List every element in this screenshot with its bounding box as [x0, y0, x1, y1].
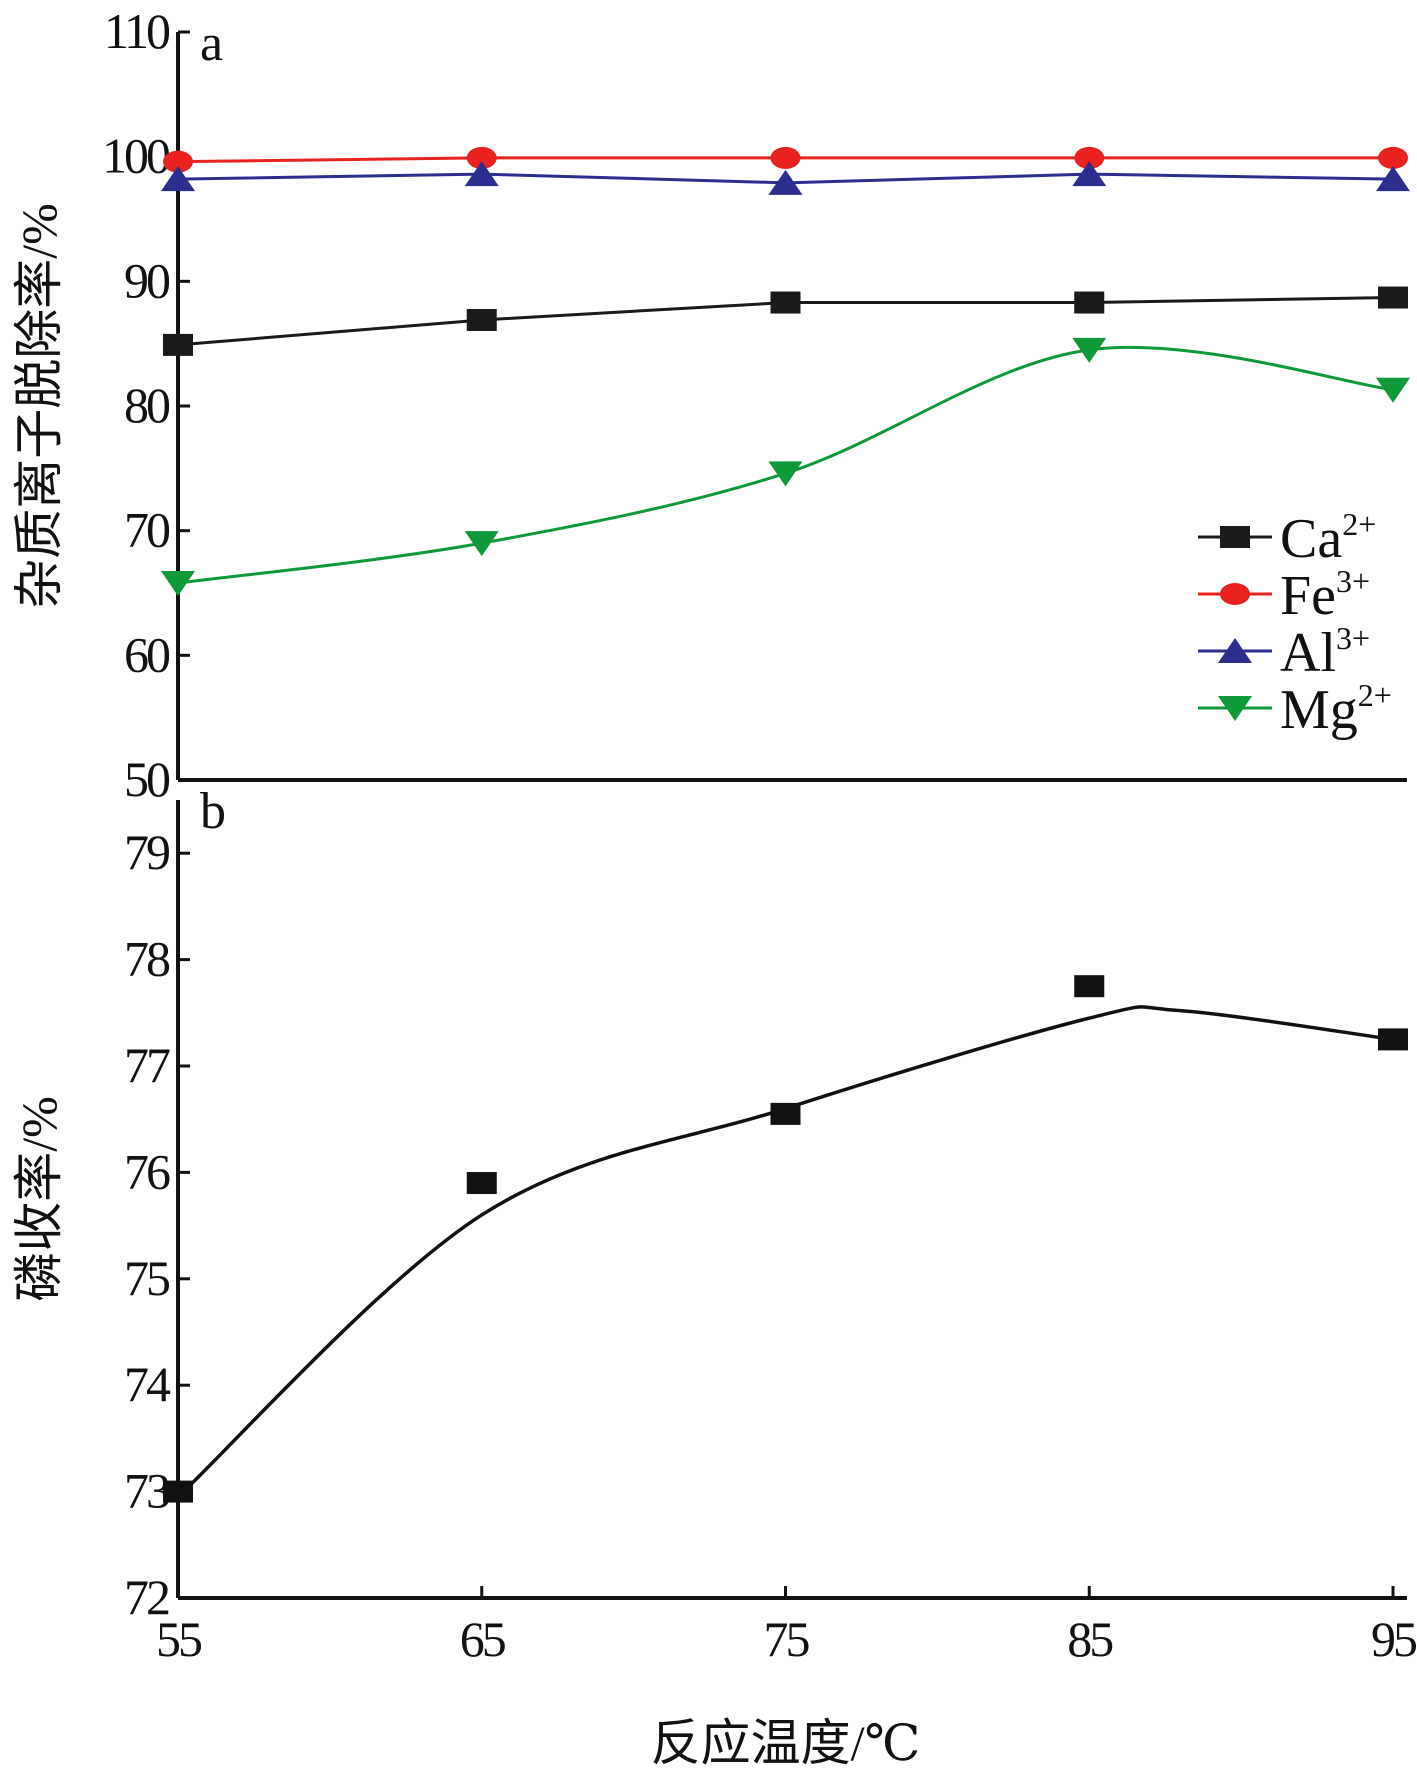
- panel-a: 50 60 70 80 90 100 110 杂质离子脱除率/% a: [11, 3, 1410, 807]
- data-point-mg: [161, 571, 195, 597]
- data-point-al: [161, 166, 195, 192]
- x-axis: 55 65 75 85 95 反应温度/℃: [156, 1586, 1417, 1771]
- legend-label-ca: Ca2+: [1280, 506, 1376, 570]
- y-tick-label: 90: [124, 252, 170, 308]
- data-point-mg: [768, 461, 803, 487]
- panel-label-a: a: [200, 15, 223, 72]
- legend-label-al: Al3+: [1280, 620, 1370, 684]
- y-tick-label: 74: [124, 1356, 171, 1412]
- data-point-fe: [1074, 146, 1105, 169]
- y-tick-label: 70: [124, 502, 170, 558]
- y-tick-label: 80: [124, 377, 170, 433]
- data-point-fe: [163, 150, 193, 173]
- data-point-ca: [1378, 286, 1408, 309]
- data-point-fe: [770, 146, 801, 169]
- data-point-al: [464, 161, 499, 187]
- data-point-mg: [1072, 337, 1107, 363]
- data-point-al: [768, 169, 803, 195]
- data-point-series-0: [1074, 975, 1105, 998]
- data-point-ca: [770, 291, 801, 314]
- y-axis-title-a: 杂质离子脱除率/%: [11, 203, 67, 609]
- y-tick-label: 79: [124, 824, 169, 880]
- y-tick-label: 72: [124, 1569, 169, 1625]
- x-axis-title: 反应温度/℃: [651, 1715, 921, 1771]
- fit-curve: [176, 1005, 1394, 1499]
- legend-marker-mg: [1218, 696, 1252, 721]
- data-point-series-0: [1378, 1028, 1408, 1051]
- legend: Ca2+Fe3+Al3+Mg2+: [1198, 506, 1392, 741]
- data-point-ca: [466, 308, 497, 331]
- legend-superscript: 2+: [1342, 506, 1376, 542]
- legend-label-mg: Mg2+: [1280, 677, 1392, 741]
- x-tick-label: 75: [764, 1611, 810, 1667]
- x-tick-label: 85: [1067, 1611, 1113, 1667]
- data-point-ca: [1074, 291, 1105, 314]
- data-point-fe: [1378, 146, 1408, 169]
- legend-marker-fe: [1220, 583, 1250, 605]
- y-tick-label: 75: [124, 1250, 170, 1306]
- y-tick-label: 76: [124, 1143, 170, 1199]
- data-point-al: [1072, 161, 1107, 187]
- data-point-series-0: [466, 1172, 497, 1195]
- y-tick-label: 77: [124, 1037, 170, 1093]
- x-tick-label: 55: [156, 1611, 202, 1667]
- legend-marker-ca: [1220, 526, 1250, 548]
- data-point-al: [1376, 166, 1410, 192]
- x-tick-label: 65: [460, 1611, 506, 1667]
- y-tick-label: 100: [102, 128, 170, 184]
- data-point-mg: [1376, 377, 1410, 403]
- data-point-fe: [466, 146, 497, 169]
- y-tick-label: 50: [124, 751, 170, 807]
- data-point-ca: [163, 333, 193, 356]
- data-point-mg: [464, 531, 499, 557]
- data-point-series-0: [163, 1480, 193, 1503]
- y-tick-label: 78: [124, 931, 170, 987]
- legend-marker-al: [1218, 638, 1252, 663]
- data-point-series-0: [770, 1102, 801, 1125]
- legend-superscript: 3+: [1336, 563, 1370, 599]
- panel-label-b: b: [200, 783, 226, 840]
- y-tick-label: 110: [104, 3, 170, 59]
- x-tick-label: 95: [1371, 1611, 1417, 1667]
- legend-superscript: 3+: [1336, 620, 1370, 656]
- legend-label-fe: Fe3+: [1280, 563, 1370, 627]
- y-tick-label: 60: [124, 626, 170, 682]
- y-axis-title-b: 磷收率/%: [11, 1096, 67, 1302]
- legend-superscript: 2+: [1358, 677, 1392, 713]
